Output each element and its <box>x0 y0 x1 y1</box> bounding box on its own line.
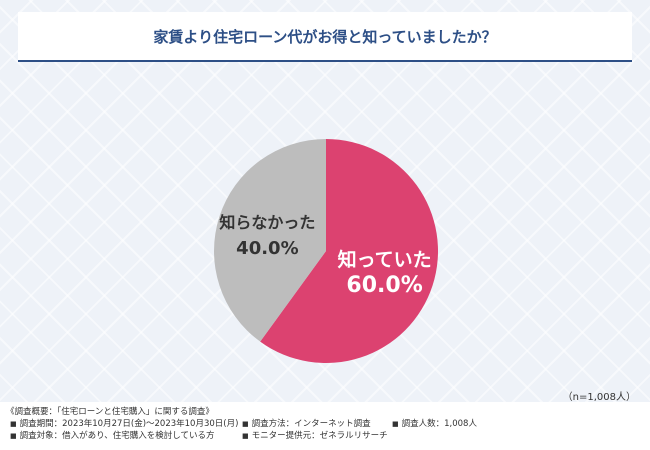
bullet-icon: ■ <box>10 432 17 440</box>
bullet-icon: ■ <box>392 420 399 428</box>
chart-title: 家賃より住宅ローン代がお得と知っていましたか？ <box>18 12 632 62</box>
survey-method: 調査方法：インターネット調査 <box>251 419 371 429</box>
slice-did-not-know <box>214 139 326 342</box>
survey-target: 調査対象：借入があり、住宅購入を検討している方 <box>19 431 215 441</box>
survey-target-row: ■ 調査対象：借入があり、住宅購入を検討している方 <box>10 430 215 442</box>
survey-provider-row: ■ モニター提供元：ゼネラルリサーチ <box>242 430 388 442</box>
slice-label-knew: 知っていた <box>338 248 432 271</box>
survey-summary: 《調査概要：「住宅ローンと住宅購入」に関する調査》 ■ 調査期間：2023年10月… <box>0 402 650 450</box>
slice-value-did-not-know: 40.0% <box>236 238 298 259</box>
bullet-icon: ■ <box>242 420 249 428</box>
slice-label-did-not-know: 知らなかった <box>219 213 315 232</box>
survey-count-row: ■ 調査人数：1,008人 <box>392 418 477 430</box>
survey-period: 調査期間：2023年10月27日(金)～2023年10月30日(月) <box>19 419 239 429</box>
bullet-icon: ■ <box>10 420 17 428</box>
bullet-icon: ■ <box>242 432 249 440</box>
slice-knew <box>260 139 439 363</box>
survey-period-row: ■ 調査期間：2023年10月27日(金)～2023年10月30日(月) <box>10 418 238 430</box>
sample-size-note: （n=1,008人） <box>562 392 636 403</box>
survey-heading: 《調査概要：「住宅ローンと住宅購入」に関する調査》 <box>6 407 214 417</box>
survey-provider: モニター提供元：ゼネラルリサーチ <box>251 431 388 441</box>
survey-count: 調査人数：1,008人 <box>401 419 477 429</box>
slice-value-knew: 60.0% <box>346 273 422 298</box>
survey-method-row: ■ 調査方法：インターネット調査 <box>242 418 371 430</box>
